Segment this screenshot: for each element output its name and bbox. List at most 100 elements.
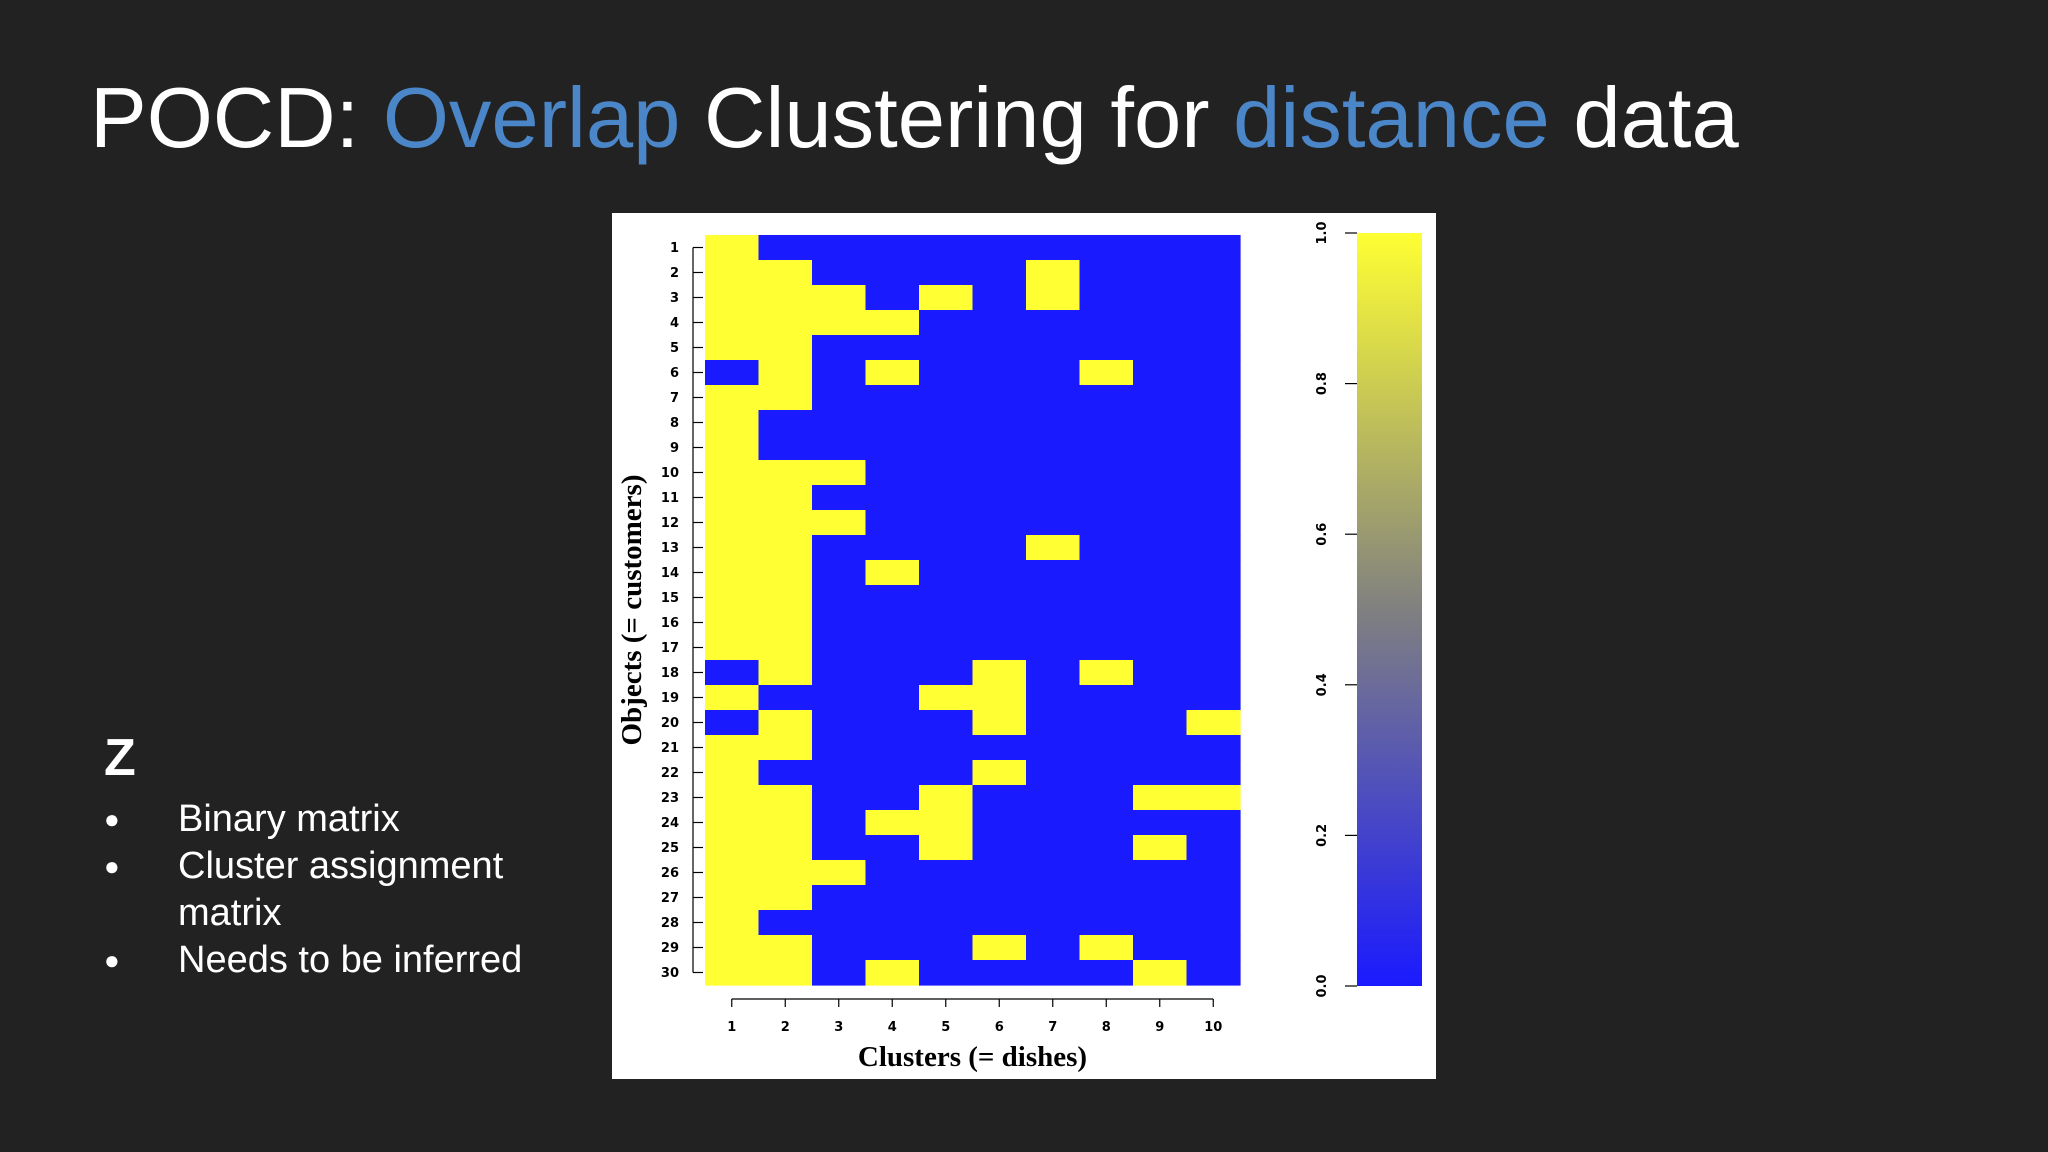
heatmap-cell <box>1133 435 1188 461</box>
heatmap-cell <box>919 410 974 436</box>
heatmap-cell <box>972 535 1027 561</box>
heatmap-cell <box>1079 910 1134 936</box>
heatmap-cell <box>1186 460 1241 486</box>
heatmap-cell <box>812 560 867 586</box>
heatmap-cell <box>705 585 760 611</box>
heatmap-cell <box>1133 860 1188 886</box>
heatmap-cell <box>865 335 920 361</box>
heatmap-cell <box>758 260 813 286</box>
y-tick-label: 24 <box>661 816 679 831</box>
heatmap-cell <box>972 660 1027 686</box>
heatmap-cell <box>919 760 974 786</box>
x-axis-title: Clusters (= dishes) <box>858 1041 1087 1073</box>
heatmap-cell <box>758 335 813 361</box>
heatmap-cell <box>1026 360 1081 386</box>
heatmap-cell <box>919 860 974 886</box>
heatmap-cell <box>1186 285 1241 311</box>
heatmap-cell <box>1026 510 1081 536</box>
x-tick-label: 4 <box>888 1020 897 1035</box>
x-tick-label: 3 <box>834 1020 843 1035</box>
heatmap-cell <box>758 485 813 511</box>
y-tick-label: 13 <box>661 541 679 556</box>
heatmap-cell <box>972 485 1027 511</box>
heatmap-cell <box>865 710 920 736</box>
heatmap-cell <box>919 960 974 986</box>
heatmap-cell <box>758 235 813 261</box>
heatmap-cell <box>972 310 1027 336</box>
heatmap-cell <box>758 535 813 561</box>
heatmap-cell <box>865 485 920 511</box>
title-part-0: POCD: <box>90 71 383 166</box>
y-tick-label: 10 <box>661 466 679 481</box>
heatmap-cell <box>1133 935 1188 961</box>
y-tick-label: 11 <box>661 491 679 506</box>
heatmap-cell <box>1186 510 1241 536</box>
y-tick-label: 23 <box>661 791 679 806</box>
heatmap-cell <box>865 460 920 486</box>
heatmap-cell <box>758 935 813 961</box>
bullet-item: Cluster assignment matrix <box>104 843 574 937</box>
heatmap-cell <box>812 610 867 636</box>
heatmap-cell <box>865 260 920 286</box>
heatmap-cell <box>1133 735 1188 761</box>
heatmap-cell <box>758 960 813 986</box>
heatmap-cell <box>1079 685 1134 711</box>
heatmap-cell <box>1133 610 1188 636</box>
y-tick-label: 4 <box>670 316 679 331</box>
y-tick-label: 1 <box>670 241 679 256</box>
heatmap-cell <box>972 960 1027 986</box>
heatmap-cell <box>758 610 813 636</box>
heatmap-cell <box>705 260 760 286</box>
heatmap-cell <box>812 435 867 461</box>
heatmap-cell <box>1026 285 1081 311</box>
heatmap-cell <box>1133 785 1188 811</box>
y-axis-title: Objects (= customers) <box>616 475 648 746</box>
heatmap-cell <box>919 685 974 711</box>
heatmap-cell <box>1079 935 1134 961</box>
heatmap-cell <box>919 710 974 736</box>
heatmap-cell <box>1026 335 1081 361</box>
heatmap-cell <box>865 310 920 336</box>
heatmap-cell <box>1079 235 1134 261</box>
heatmap-cell <box>1133 285 1188 311</box>
heatmap-cell <box>865 610 920 636</box>
heatmap-cell <box>919 310 974 336</box>
heatmap-cell <box>1079 485 1134 511</box>
heatmap-cell <box>1026 735 1081 761</box>
heatmap-cell <box>1186 935 1241 961</box>
heatmap-cell <box>919 785 974 811</box>
heatmap-cell <box>1186 585 1241 611</box>
heatmap-cell <box>1026 885 1081 911</box>
heatmap-cell <box>1026 385 1081 411</box>
heatmap-cell <box>972 935 1027 961</box>
heatmap-cell <box>1079 510 1134 536</box>
heatmap-cell <box>705 710 760 736</box>
heatmap-cell <box>758 435 813 461</box>
heatmap-cell <box>972 435 1027 461</box>
heatmap-cell <box>705 660 760 686</box>
heatmap-cell <box>1026 935 1081 961</box>
heatmap-cell <box>1079 635 1134 661</box>
heatmap-cell <box>1079 285 1134 311</box>
heatmap-cell <box>758 310 813 336</box>
heatmap-cell <box>919 360 974 386</box>
heatmap-cell <box>758 910 813 936</box>
heatmap-cell <box>865 410 920 436</box>
heatmap-cell <box>865 435 920 461</box>
heatmap-cell <box>812 585 867 611</box>
heatmap-cell <box>1186 735 1241 761</box>
heatmap-cell <box>758 885 813 911</box>
heatmap-cell <box>705 385 760 411</box>
heatmap-cell <box>972 510 1027 536</box>
heatmap-cell <box>1026 610 1081 636</box>
heatmap-cell <box>1186 310 1241 336</box>
heatmap-cell <box>919 660 974 686</box>
heatmap-cell <box>812 510 867 536</box>
heatmap-cell <box>1133 635 1188 661</box>
colorbar-tick-label: 0.4 <box>1315 673 1330 696</box>
heatmap-cell <box>1026 235 1081 261</box>
heatmap-cell <box>705 810 760 836</box>
heatmap-cell <box>812 760 867 786</box>
heatmap-cell <box>705 410 760 436</box>
heatmap-cell <box>1133 510 1188 536</box>
